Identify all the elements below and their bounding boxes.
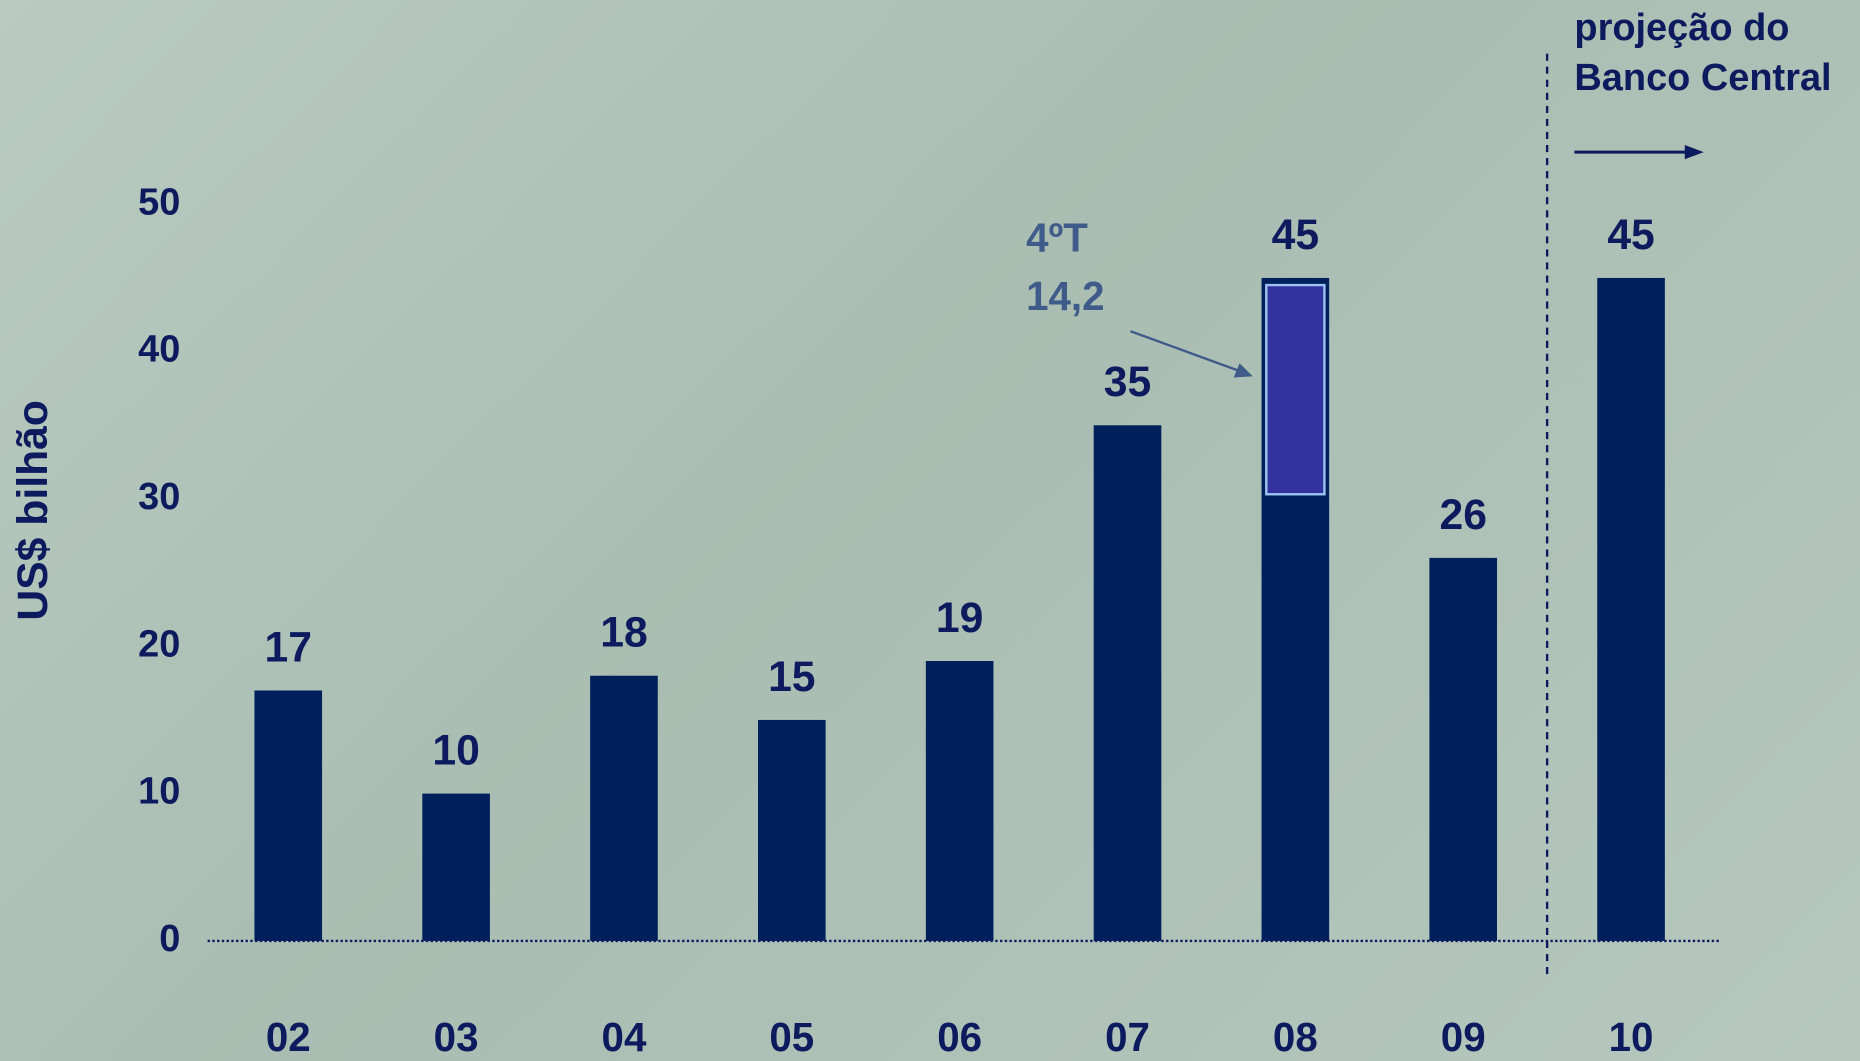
bar <box>590 675 658 941</box>
y-tick-label: 40 <box>138 329 180 371</box>
x-tick-label: 06 <box>937 1014 982 1060</box>
value-label: 45 <box>1272 211 1319 259</box>
value-label: 45 <box>1607 211 1654 259</box>
x-tick-label: 07 <box>1105 1014 1150 1060</box>
value-label: 18 <box>600 609 647 657</box>
x-tick-label: 02 <box>266 1014 311 1060</box>
value-label: 10 <box>432 727 479 775</box>
projection-label: projeção do <box>1574 7 1789 49</box>
value-label: 19 <box>936 594 983 642</box>
x-tick-label: 04 <box>602 1014 647 1060</box>
highlight-title: 4ºT <box>1026 215 1088 261</box>
x-tick-label: 09 <box>1441 1014 1486 1060</box>
bar <box>254 690 323 941</box>
y-tick-label: 20 <box>138 623 180 665</box>
x-tick-label: 03 <box>434 1014 479 1060</box>
highlight-arrowhead <box>1233 363 1253 378</box>
y-tick-label: 50 <box>138 181 180 223</box>
highlight-segment <box>1265 283 1326 496</box>
projection-arrowhead <box>1684 144 1704 160</box>
highlight-arrow <box>1130 330 1242 373</box>
x-tick-label: 05 <box>769 1014 814 1060</box>
bar <box>757 719 826 941</box>
y-axis-label: US$ bilhão <box>9 400 57 621</box>
y-tick-label: 30 <box>138 476 180 518</box>
value-label: 15 <box>768 653 815 701</box>
y-tick-label: 0 <box>159 918 180 960</box>
projection-label: Banco Central <box>1574 57 1831 99</box>
x-tick-label: 08 <box>1273 1014 1318 1060</box>
x-tick-label: 10 <box>1609 1014 1654 1060</box>
bar <box>1093 425 1162 941</box>
value-label: 17 <box>265 623 312 671</box>
bar <box>422 793 490 941</box>
bar <box>925 661 994 941</box>
highlight-label: 14,2 <box>1026 273 1105 319</box>
bar <box>1429 557 1498 941</box>
y-tick-label: 10 <box>138 771 180 813</box>
value-label: 26 <box>1439 491 1486 539</box>
bar <box>1597 277 1665 941</box>
value-label: 35 <box>1104 358 1151 406</box>
